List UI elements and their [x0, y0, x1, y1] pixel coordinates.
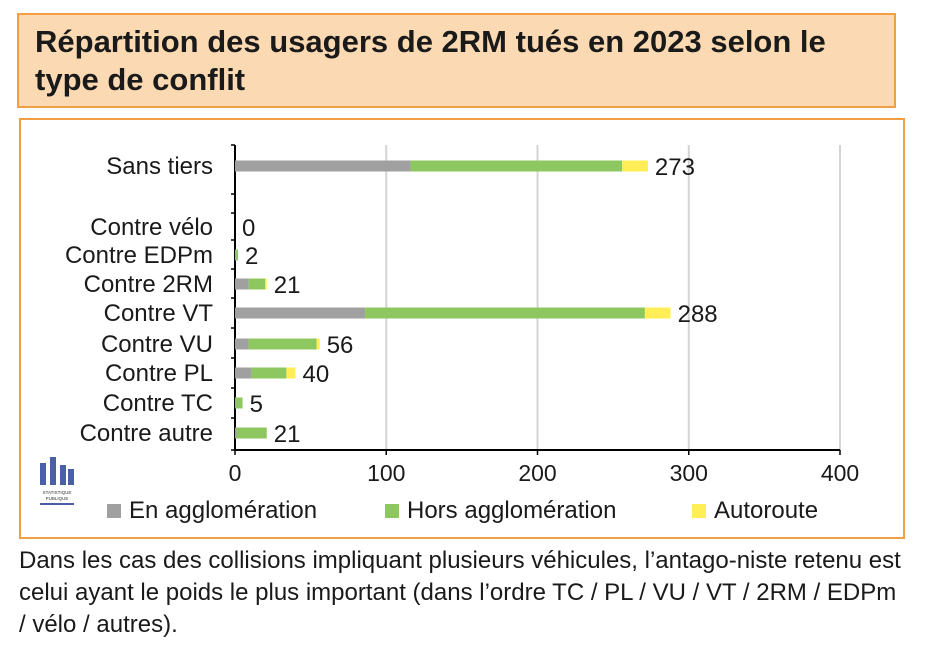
chart-box: 0 100 200 300 400 Sans tiers 273 Contre vélo 0 Co…: [19, 118, 905, 539]
x-tick-label-4: 400: [821, 460, 859, 486]
legend-label-0: En agglomération: [129, 497, 317, 524]
bar-6-series-2: [286, 367, 296, 379]
bar-5-series-2: [316, 338, 320, 350]
total-label-5: 56: [327, 332, 354, 359]
bar-3-series-0: [235, 278, 249, 290]
legend-swatch-0: [107, 504, 121, 518]
logo-text-line2: PUBLIQUE: [46, 496, 69, 501]
legend-swatch-1: [385, 504, 399, 518]
bar-6-series-0: [235, 367, 252, 379]
bar-5-series-1: [248, 338, 317, 350]
bar-4-series-0: [235, 307, 366, 319]
total-label-1: 0: [242, 215, 255, 242]
bar-4-series-1: [365, 307, 645, 319]
category-label-5: Contre VU: [101, 331, 213, 358]
total-label-2: 2: [245, 243, 258, 270]
legend-label-1: Hors agglomération: [407, 497, 616, 524]
bar-3-series-2: [265, 278, 267, 290]
x-tick-label-0: 0: [229, 460, 242, 486]
x-tick-label-3: 300: [670, 460, 708, 486]
bar-4-series-2: [644, 307, 671, 319]
bar-0-series-2: [622, 160, 648, 172]
category-label-8: Contre autre: [80, 420, 213, 447]
x-tick-label-1: 100: [367, 460, 405, 486]
bar-5-series-0: [235, 338, 249, 350]
category-label-6: Contre PL: [105, 360, 213, 387]
footnote: Dans les cas des collisions impliquant p…: [19, 547, 901, 638]
total-label-6: 40: [303, 361, 330, 388]
bar-0-series-1: [410, 160, 623, 172]
category-label-2: Contre EDPm: [65, 242, 213, 269]
category-label-1: Contre vélo: [90, 214, 213, 241]
x-tick-label-2: 200: [518, 460, 556, 486]
total-label-0: 273: [655, 154, 695, 181]
category-label-4: Contre VT: [104, 300, 214, 327]
total-label-3: 21: [274, 272, 301, 299]
bar-chart: 0 100 200 300 400 Sans tiers 273 Contre vélo 0 Co…: [65, 144, 859, 524]
total-label-4: 288: [678, 301, 718, 328]
legend-label-2: Autoroute: [714, 497, 818, 524]
bar-2-series-1: [235, 249, 239, 261]
bar-0-series-0: [235, 160, 411, 172]
category-label-0: Sans tiers: [106, 153, 213, 180]
bar-3-series-1: [248, 278, 266, 290]
total-label-8: 21: [274, 421, 301, 448]
legend-swatch-2: [692, 504, 706, 518]
bar-6-series-1: [251, 367, 287, 379]
logo-text-line1: STATISTIQUE: [43, 490, 72, 495]
statistique-publique-logo: STATISTIQUE PUBLIQUE: [40, 457, 74, 505]
chart-title: Répartition des usagers de 2RM tués en 2…: [35, 24, 826, 97]
category-label-7: Contre TC: [103, 390, 213, 417]
title-box: Répartition des usagers de 2RM tués en 2…: [17, 13, 896, 108]
bar-7-series-1: [235, 397, 243, 409]
bar-8-series-1: [236, 427, 267, 439]
bar-8-series-0: [235, 427, 237, 439]
total-label-7: 5: [250, 391, 263, 418]
category-label-3: Contre 2RM: [84, 271, 213, 298]
